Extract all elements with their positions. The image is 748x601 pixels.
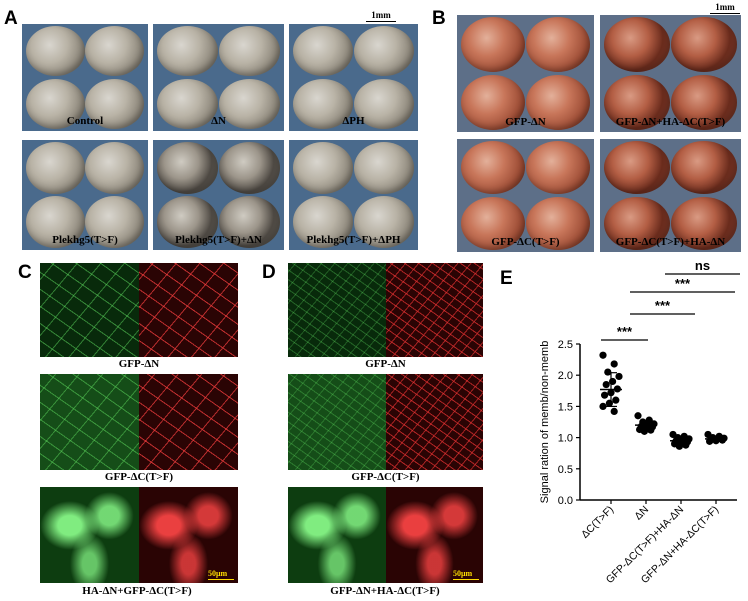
data-point xyxy=(675,442,683,450)
panel-d-row-label: GFP-ΔN+HA-ΔC(T>F) xyxy=(330,585,440,597)
panel-c-image-3: 50μm xyxy=(40,487,238,583)
panel-d-scale-bar: 50μm xyxy=(453,569,479,580)
panel-b-label: B xyxy=(432,8,446,29)
significance-label: *** xyxy=(655,298,671,313)
data-point xyxy=(609,377,617,386)
panel-b-scale-bar: 1mm xyxy=(710,2,740,14)
scatter-chart: 0.0 0.5 1.0 1.5 2.0 2.5 Signal ration of memb/… xyxy=(539,258,740,586)
data-point xyxy=(634,412,642,420)
y-tick-label: 2.5 xyxy=(558,339,573,351)
panel-a-tile-plekhg5-dn: Plekhg5(T>F)+ΔN xyxy=(153,140,284,250)
data-point xyxy=(604,368,612,376)
panel-a-label: A xyxy=(4,8,18,29)
y-tick-label: 0.5 xyxy=(558,464,573,476)
data-point xyxy=(601,391,609,399)
panel-d-image-3: 50μm xyxy=(288,487,483,583)
significance-label: ns xyxy=(695,258,710,273)
data-point xyxy=(612,396,620,404)
panel-a-tile-plekhg5: Plekhg5(T>F) xyxy=(22,140,148,250)
y-tick-label: 0.0 xyxy=(558,495,573,507)
x-tick-label: ΔN xyxy=(632,504,651,523)
panel-c-row-label: GFP-ΔN xyxy=(118,358,160,370)
data-point xyxy=(647,426,655,434)
data-point xyxy=(599,351,607,359)
data-point xyxy=(599,402,607,410)
y-tick-label: 2.0 xyxy=(558,370,573,382)
tile-label: Plekhg5(T>F)+ΔPH xyxy=(306,234,401,246)
panel-b-tile-gfp-dc: GFP-ΔC(T>F) xyxy=(457,139,594,252)
panel-d-label: D xyxy=(262,262,276,283)
tile-label: GFP-ΔC(T>F) xyxy=(491,236,560,248)
panel-b-tile-gfp-dn: GFP-ΔN xyxy=(457,15,594,132)
data-point xyxy=(640,427,648,435)
panel-a-tile-dph: ΔPH xyxy=(289,24,418,131)
panel-c-row-label: HA-ΔN+GFP-ΔC(T>F) xyxy=(82,585,192,597)
data-point xyxy=(610,360,618,368)
panel-d-row-label: GFP-ΔN xyxy=(365,358,406,370)
data-point xyxy=(610,407,618,415)
significance-label: *** xyxy=(617,324,633,339)
tile-label: ΔPH xyxy=(342,115,365,127)
tile-label: Plekhg5(T>F) xyxy=(52,234,118,246)
y-axis-label: Signal ration of memb/non-memb xyxy=(539,341,551,504)
y-tick-label: 1.0 xyxy=(558,433,573,445)
data-point xyxy=(682,441,690,449)
panel-d-image-1 xyxy=(288,263,483,357)
data-point xyxy=(602,380,610,389)
tile-label: ΔN xyxy=(211,115,226,127)
panel-a-tile-plekhg5-dph: Plekhg5(T>F)+ΔPH xyxy=(289,140,418,250)
panel-c-scale-bar: 50μm xyxy=(208,569,234,580)
x-tick-label: ΔC(T>F) xyxy=(579,504,616,541)
tile-label: Plekhg5(T>F)+ΔN xyxy=(175,234,262,246)
significance-label: *** xyxy=(675,276,691,291)
tile-label: Control xyxy=(66,115,104,127)
data-point xyxy=(718,436,726,444)
tile-label: GFP-ΔN+HA-ΔC(T>F) xyxy=(615,116,726,128)
panel-c-row-label: GFP-ΔC(T>F) xyxy=(104,471,174,483)
panel-b-tile-gfp-dn-ha-dc: GFP-ΔN+HA-ΔC(T>F) xyxy=(600,15,741,132)
tile-label: GFP-ΔN xyxy=(505,116,546,128)
data-point xyxy=(615,372,623,381)
tile-label: GFP-ΔC(T>F)+HA-ΔN xyxy=(615,236,726,248)
panel-c-image-2 xyxy=(40,374,238,470)
panel-a-tile-control: Control xyxy=(22,24,148,131)
panel-a-scale-bar: 1mm xyxy=(366,10,396,22)
y-tick-label: 1.5 xyxy=(558,401,573,413)
panel-c-label: C xyxy=(18,262,32,283)
panel-b-tile-gfp-dc-ha-dn: GFP-ΔC(T>F)+HA-ΔN xyxy=(600,139,741,252)
panel-d-row-label: GFP-ΔC(T>F) xyxy=(351,471,420,483)
panel-a-tile-dn: ΔN xyxy=(153,24,284,131)
panel-d-image-2 xyxy=(288,374,483,470)
panel-c-image-1 xyxy=(40,263,238,357)
panel-e-label: E xyxy=(500,268,513,289)
